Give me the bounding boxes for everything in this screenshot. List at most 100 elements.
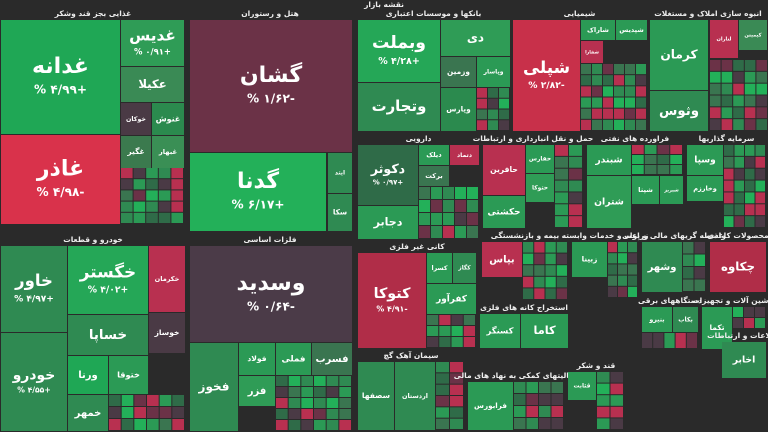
filler-tile xyxy=(734,145,744,156)
filler-tile xyxy=(644,155,657,164)
tile-name: کسرا xyxy=(431,265,447,272)
filler-tile xyxy=(555,216,568,227)
filler-tile xyxy=(326,376,339,386)
filler-tile xyxy=(545,288,556,299)
filler-tile xyxy=(733,119,744,130)
tile xyxy=(572,242,607,277)
tile-change: +۴/۲۸ % xyxy=(378,56,420,67)
tile-change: +۰/۹۱ % xyxy=(134,47,171,57)
filler-tile xyxy=(734,216,744,227)
tile xyxy=(526,145,554,173)
filler-tile xyxy=(610,395,623,406)
filler-tile xyxy=(545,276,556,288)
filler-tile xyxy=(288,387,301,397)
filler-tile xyxy=(172,395,184,406)
filler-tile xyxy=(556,288,567,299)
tile xyxy=(616,20,647,40)
filler-tile xyxy=(301,387,313,397)
tile-name: فزر xyxy=(247,386,267,397)
tile-name: کاما xyxy=(533,323,556,337)
filler-tile xyxy=(526,394,538,405)
tile-name: بنیرو xyxy=(648,317,664,324)
filler-tile xyxy=(744,307,754,317)
filler-tile xyxy=(628,253,637,264)
filler-tile xyxy=(734,156,744,168)
tile xyxy=(450,145,479,165)
filler-tile xyxy=(724,180,734,192)
sector-title: خودرو و قطعات xyxy=(63,235,123,244)
tile-name: غاذر xyxy=(36,157,84,182)
filler-tile xyxy=(147,419,159,430)
filler-tile xyxy=(724,216,734,227)
tile-name: اخابر xyxy=(732,355,756,366)
tile-name: فولاد xyxy=(247,354,266,363)
filler-tile xyxy=(523,242,534,253)
filler-tile xyxy=(628,286,637,297)
filler-tile xyxy=(745,204,755,216)
tile-change: -۲/۸۲ % xyxy=(528,80,565,91)
tile xyxy=(673,307,698,332)
tile xyxy=(687,145,723,175)
tile xyxy=(312,343,352,375)
filler-tile xyxy=(134,419,146,430)
filler-tile xyxy=(632,165,644,174)
filler-tile xyxy=(288,409,301,419)
filler-tile xyxy=(467,187,478,199)
filler-tile xyxy=(514,418,526,429)
filler-tile xyxy=(427,326,439,336)
tile-name: شبریز xyxy=(663,189,679,194)
sector-title: استخراج کانه های فلزی xyxy=(480,303,568,312)
tile-name: حکشتی xyxy=(487,208,520,218)
filler-tile xyxy=(632,145,644,154)
filler-tile xyxy=(339,376,351,386)
filler-tile xyxy=(694,279,705,291)
filler-tile xyxy=(147,395,159,406)
filler-tile xyxy=(744,107,756,119)
filler-tile xyxy=(755,168,765,180)
tile-change: -۰/۶۴ % xyxy=(247,300,295,314)
tile-name: کیمیتن xyxy=(744,33,761,39)
filler-tile xyxy=(597,383,610,395)
tile xyxy=(482,242,522,277)
sector-title: هتل و رستوران xyxy=(241,9,299,18)
tile xyxy=(1,333,67,431)
filler-tile xyxy=(755,145,765,156)
sector-title: محصولات کاغذی xyxy=(707,231,768,240)
filler-tile xyxy=(569,145,582,156)
sector-title: زراعت و خدمات وابسته xyxy=(562,231,649,240)
tile-name: غنوش xyxy=(156,115,181,125)
filler-tile xyxy=(455,226,466,238)
tile-name: وثوس xyxy=(659,104,699,119)
tile-name: دجابر xyxy=(373,216,403,229)
tile-name: دی xyxy=(467,31,484,45)
tile-name: وپارس xyxy=(446,105,471,114)
tile xyxy=(68,356,108,394)
filler-tile xyxy=(133,201,146,212)
filler-tile xyxy=(339,387,351,397)
filler-tile xyxy=(451,326,463,336)
filler-tile xyxy=(133,212,146,223)
filler-tile xyxy=(450,373,463,384)
filler-tile xyxy=(670,165,682,174)
filler-tile xyxy=(499,98,509,109)
tile xyxy=(239,343,275,375)
tile-name: لتاران xyxy=(717,37,732,43)
filler-tile xyxy=(467,226,478,238)
filler-tile xyxy=(614,119,624,130)
tile xyxy=(441,88,476,131)
tile-name: ختوقا xyxy=(117,370,140,380)
filler-tile xyxy=(147,407,159,418)
tile-name: قثابت xyxy=(574,384,591,390)
tile-name: شپدیس xyxy=(619,26,644,34)
tile-name: خگستر xyxy=(79,261,136,282)
tile-name: خودرو xyxy=(12,368,55,384)
filler-tile xyxy=(534,276,545,288)
filler-tile xyxy=(121,212,133,223)
filler-tile xyxy=(339,420,351,430)
filler-tile xyxy=(644,165,657,174)
filler-tile xyxy=(608,264,617,275)
filler-tile xyxy=(683,254,694,266)
tile xyxy=(441,57,476,87)
filler-tile xyxy=(603,86,613,97)
filler-tile xyxy=(721,60,733,71)
